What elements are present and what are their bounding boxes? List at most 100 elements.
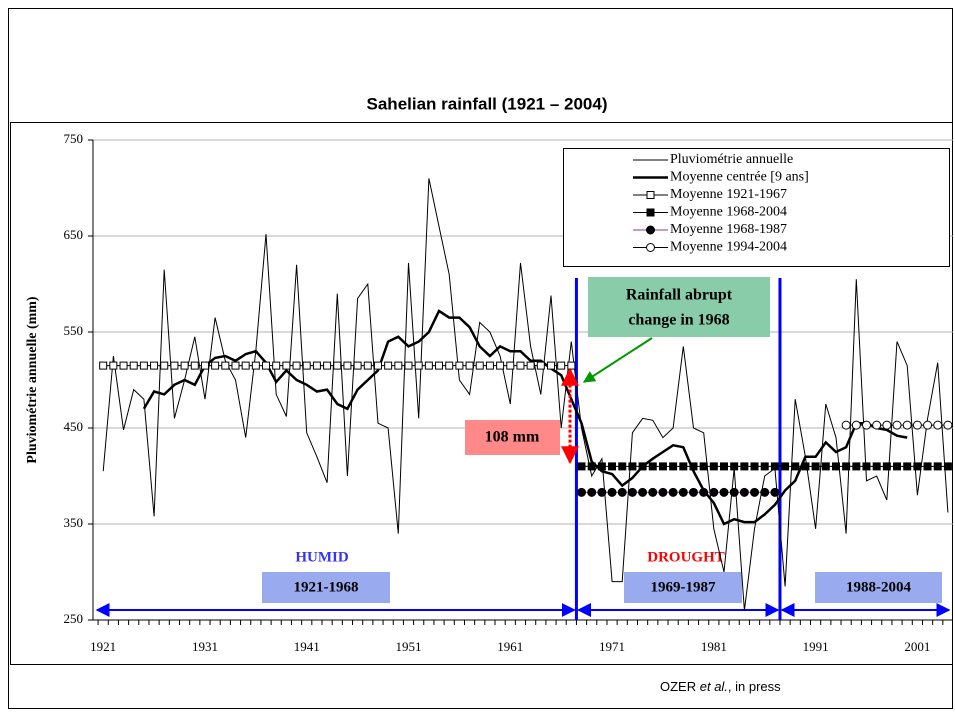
- marker: [607, 487, 617, 497]
- marker: [546, 361, 555, 370]
- marker: [923, 462, 932, 471]
- marker: [577, 487, 587, 497]
- marker: [648, 487, 658, 497]
- marker: [719, 487, 729, 497]
- marker: [516, 361, 525, 370]
- marker: [709, 462, 718, 471]
- marker: [272, 361, 281, 370]
- marker: [129, 361, 138, 370]
- marker: [587, 462, 596, 471]
- marker: [618, 462, 627, 471]
- marker: [933, 462, 942, 471]
- marker: [99, 361, 108, 370]
- marker: [435, 361, 444, 370]
- marker: [628, 462, 637, 471]
- marker: [646, 191, 655, 199]
- marker: [882, 462, 891, 471]
- footer-rest: , in press: [728, 679, 781, 694]
- marker: [496, 361, 505, 370]
- marker: [750, 462, 759, 471]
- marker: [872, 462, 881, 471]
- y-axis-label: Pluviométrie annuelle (mm): [25, 296, 40, 464]
- marker: [506, 361, 515, 370]
- marker: [455, 361, 464, 370]
- marker: [679, 462, 688, 471]
- marker: [730, 462, 739, 471]
- marker: [648, 462, 657, 471]
- marker: [617, 487, 627, 497]
- marker: [658, 462, 667, 471]
- legend-label: Moyenne 1968-1987: [670, 222, 787, 237]
- marker: [109, 361, 118, 370]
- legend-label: Moyenne 1921-1967: [670, 187, 787, 202]
- marker: [781, 462, 790, 471]
- x-tick-label: 1941: [294, 639, 320, 654]
- marker: [678, 487, 688, 497]
- footer-etal: et al.: [700, 679, 728, 694]
- x-tick-label: 1991: [803, 639, 829, 654]
- change-arrow: [582, 337, 653, 383]
- marker: [821, 462, 830, 471]
- x-tick-label: 1971: [599, 639, 625, 654]
- footer: OZER et al., in press: [660, 679, 781, 694]
- marker: [638, 487, 648, 497]
- marker: [699, 462, 708, 471]
- marker: [343, 361, 352, 370]
- change-note: Rainfall abrupt: [626, 287, 733, 304]
- period-label: 1988-2004: [846, 579, 911, 595]
- marker: [608, 462, 617, 471]
- marker: [760, 462, 769, 471]
- marker: [404, 361, 413, 370]
- x-tick-label: 1921: [90, 639, 116, 654]
- period-box: [815, 572, 942, 603]
- legend-label: Moyenne 1968-2004: [670, 205, 787, 220]
- marker: [557, 361, 566, 370]
- marker: [373, 361, 382, 370]
- period-label: 1969-1987: [651, 579, 716, 595]
- legend-label: Pluviométrie annuelle: [670, 152, 793, 167]
- marker: [943, 462, 952, 471]
- marker: [190, 361, 199, 370]
- change-note: change in 1968: [628, 312, 729, 329]
- marker: [536, 361, 545, 370]
- marker: [282, 361, 291, 370]
- marker: [770, 487, 780, 497]
- marker: [933, 420, 943, 430]
- marker: [861, 420, 871, 430]
- marker: [414, 361, 423, 370]
- y-tick-label: 750: [64, 131, 84, 146]
- y-tick-label: 250: [64, 611, 84, 626]
- legend-label: Moyenne centrée [9 ans]: [670, 170, 809, 185]
- marker: [475, 361, 484, 370]
- marker: [160, 361, 169, 370]
- marker: [902, 420, 912, 430]
- marker: [119, 361, 128, 370]
- marker: [597, 462, 606, 471]
- marker: [211, 361, 220, 370]
- x-tick-label: 1961: [497, 639, 523, 654]
- y-tick-label: 350: [64, 515, 84, 530]
- marker: [646, 208, 655, 217]
- change-box: [588, 277, 770, 337]
- marker: [333, 361, 342, 370]
- marker: [862, 462, 871, 471]
- marker: [892, 420, 902, 430]
- marker: [363, 361, 372, 370]
- marker: [485, 361, 494, 370]
- marker: [740, 462, 749, 471]
- marker: [688, 487, 698, 497]
- marker: [262, 361, 271, 370]
- marker: [893, 462, 902, 471]
- marker: [424, 361, 433, 370]
- marker: [312, 361, 321, 370]
- marker: [646, 225, 655, 235]
- marker: [292, 361, 301, 370]
- marker: [841, 420, 851, 430]
- series-line: [142, 309, 908, 526]
- marker: [577, 462, 586, 471]
- marker: [353, 361, 362, 370]
- marker: [943, 420, 953, 430]
- marker: [750, 487, 760, 497]
- marker: [882, 420, 892, 430]
- marker: [221, 361, 230, 370]
